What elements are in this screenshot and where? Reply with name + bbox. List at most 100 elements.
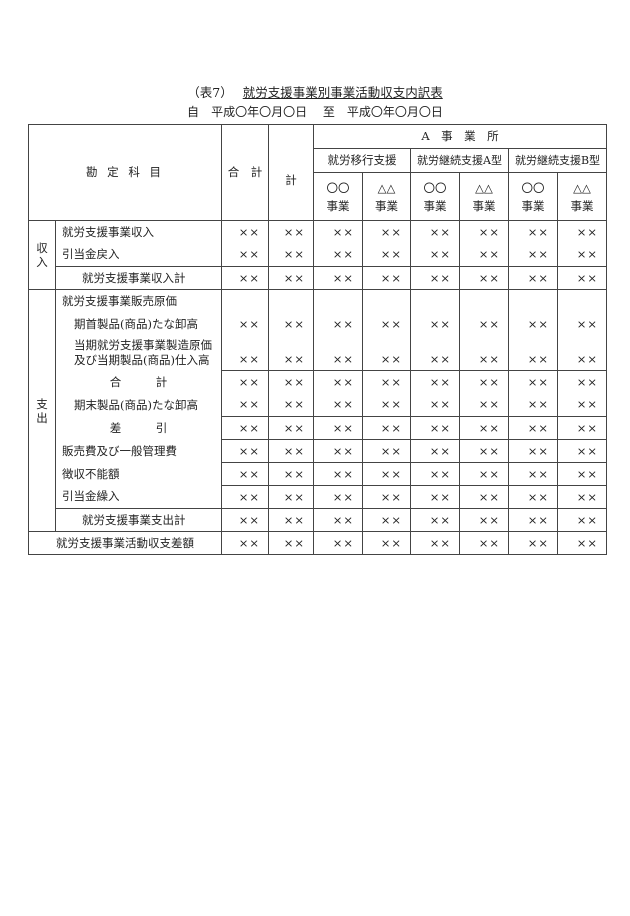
value-cell xyxy=(508,289,558,313)
value-cell: ×× xyxy=(508,439,558,463)
value-cell: ×× xyxy=(459,243,509,267)
value-cell: ×× xyxy=(459,220,509,244)
value-cell: ×× xyxy=(410,393,460,417)
value-cell: ×× xyxy=(362,393,411,417)
value-cell: ×× xyxy=(410,485,460,509)
value-cell: ×× xyxy=(556,266,608,290)
value-cell: ×× xyxy=(362,485,411,509)
table-row: 就労支援事業活動収支差額 ×× ×× ×× ×× ×× ×× ×× ×× xyxy=(28,531,608,555)
value-cell: ×× xyxy=(362,370,411,394)
value-cell: ×× xyxy=(268,531,314,555)
table-number: （表7） xyxy=(187,85,233,100)
value-cell: ×× xyxy=(221,370,269,394)
period-to: 平成〇年〇月〇日 xyxy=(346,105,443,119)
value-cell: ×× xyxy=(410,243,460,267)
header-business: 〇〇 事業 xyxy=(313,172,363,221)
value-cell: ×× xyxy=(268,243,314,267)
value-cell: ×× xyxy=(362,220,411,244)
value-cell: ×× xyxy=(362,243,411,267)
value-cell: ×× xyxy=(221,485,269,509)
value-cell: ×× xyxy=(556,220,608,244)
value-cell: ×× xyxy=(459,393,509,417)
value-cell: ×× xyxy=(556,335,608,371)
value-cell: ×× xyxy=(221,462,269,486)
value-cell: ×× xyxy=(221,266,269,290)
table-row: 当期就労支援事業製造原価 及び当期製品(商品)仕入高 ×× ×× ×× ×× ×× ×× ××… xyxy=(29,335,608,371)
value-cell: ×× xyxy=(268,439,314,463)
value-cell: ×× xyxy=(508,393,558,417)
value-cell: ×× xyxy=(313,439,363,463)
row-label: 引当金戻入 xyxy=(55,243,222,267)
title-text: 就労支援事業別事業活動収支内訳表 xyxy=(242,85,443,100)
value-cell: ×× xyxy=(313,508,363,532)
period-from: 平成〇年〇月〇日 xyxy=(211,105,308,119)
table-row: 収 入就労支援事業収入 ×× ×× ×× ×× ×× ×× ×× ×× xyxy=(28,220,608,290)
value-cell: ×× xyxy=(410,439,460,463)
header-group: 就労継続支援A型 xyxy=(410,148,509,173)
row-label: 期末製品(商品)たな卸高 xyxy=(55,393,222,417)
value-cell: ×× xyxy=(313,266,363,290)
value-cell xyxy=(556,289,608,313)
value-cell: ×× xyxy=(556,416,608,440)
value-cell: ×× xyxy=(221,508,269,532)
value-cell: ×× xyxy=(410,508,460,532)
value-cell: ×× xyxy=(362,312,411,336)
value-cell: ×× xyxy=(556,462,608,486)
row-label: 徴収不能額 xyxy=(55,462,222,486)
value-cell: ×× xyxy=(362,531,411,555)
period: 自平成〇年〇月〇日 至平成〇年〇月〇日 xyxy=(0,103,630,120)
table-row: 販売費及び一般管理費 ×× ×× ×× ×× ×× ×× ×× ×× xyxy=(29,439,608,463)
value-cell: ×× xyxy=(410,462,460,486)
value-cell: ×× xyxy=(508,312,558,336)
value-cell: ×× xyxy=(508,220,558,244)
value-cell: ×× xyxy=(459,485,509,509)
header-business: 〇〇 事業 xyxy=(508,172,558,221)
table-row: 引当金戻入 ×× ×× ×× ×× ×× ×× ×× ×× xyxy=(29,243,608,267)
value-cell: ×× xyxy=(556,393,608,417)
value-cell xyxy=(459,289,509,313)
row-label: 差 引 xyxy=(55,416,222,440)
value-cell: ×× xyxy=(313,370,363,394)
value-cell: ×× xyxy=(508,508,558,532)
value-cell: ×× xyxy=(410,370,460,394)
value-cell: ×× xyxy=(362,439,411,463)
value-cell: ×× xyxy=(268,393,314,417)
row-label: 販売費及び一般管理費 xyxy=(55,439,222,463)
table-row: 支 出就労支援事業販売原価 xyxy=(28,289,608,532)
table-row: 期末製品(商品)たな卸高 ×× ×× ×× ×× ×× ×× ×× ×× xyxy=(29,393,608,417)
header-business: 〇〇 事業 xyxy=(410,172,460,221)
value-cell: ×× xyxy=(268,462,314,486)
value-cell: ×× xyxy=(556,508,608,532)
value-cell: ×× xyxy=(268,508,314,532)
value-cell: ×× xyxy=(313,531,363,555)
table-row: 合 計 ×× ×× ×× ×× ×× ×× ×× ×× xyxy=(29,370,608,394)
header-business: △△ 事業 xyxy=(362,172,411,221)
period-to-label: 至 xyxy=(322,105,335,119)
value-cell: ×× xyxy=(508,370,558,394)
table-row: 期首製品(商品)たな卸高 ×× ×× ×× ×× ×× ×× ×× ×× xyxy=(29,312,608,336)
value-cell: ×× xyxy=(362,335,411,371)
value-cell: ×× xyxy=(268,312,314,336)
row-label: 就労支援事業活動収支差額 xyxy=(28,531,222,555)
header-business: △△ 事業 xyxy=(459,172,509,221)
row-label: 引当金繰入 xyxy=(55,485,222,509)
value-cell: ×× xyxy=(556,439,608,463)
value-cell: ×× xyxy=(313,462,363,486)
header-office-spacer xyxy=(268,124,314,173)
header-group: 就労継続支援B型 xyxy=(507,148,608,173)
value-cell: ×× xyxy=(313,416,363,440)
header-total: 合 計 xyxy=(221,124,269,221)
value-cell: ×× xyxy=(459,531,509,555)
table-row: 徴収不能額 ×× ×× ×× ×× ×× ×× ×× ×× xyxy=(29,462,608,486)
value-cell: ×× xyxy=(313,220,363,244)
value-cell: ×× xyxy=(221,531,269,555)
row-label: 就労支援事業販売原価 xyxy=(55,289,222,313)
value-cell: ×× xyxy=(221,312,269,336)
value-cell: ×× xyxy=(410,335,460,371)
table-title: （表7） 就労支援事業別事業活動収支内訳表 xyxy=(0,82,630,101)
value-cell: ×× xyxy=(410,220,460,244)
value-cell: ×× xyxy=(410,416,460,440)
header-account: 勘 定 科 目 xyxy=(28,124,222,221)
value-cell: ×× xyxy=(221,416,269,440)
value-cell xyxy=(268,289,314,313)
